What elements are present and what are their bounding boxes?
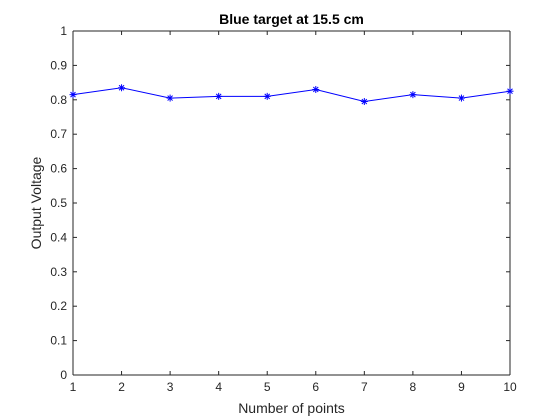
y-tick-label: 0.8 [50,93,67,107]
y-tick-label: 0.9 [50,58,67,72]
x-axis-label: Number of points [238,400,345,416]
marker-stroke [118,84,125,91]
x-tick-label: 1 [70,380,77,394]
x-tick-label: 7 [361,380,368,394]
x-tick-label: 5 [264,380,271,394]
marker-stroke [312,86,319,93]
x-tick-label: 10 [503,380,517,394]
marker-stroke [410,91,416,98]
y-tick-label: 0.1 [50,334,67,348]
data-point-marker [409,91,417,99]
marker-stroke [70,91,76,98]
y-tick-label: 0.6 [50,162,67,176]
y-tick-label: 0 [60,368,67,382]
series-layer [69,84,514,106]
y-tick-label: 0.5 [50,196,67,210]
data-point-marker [360,98,368,106]
y-axis-label: Output Voltage [28,156,44,249]
y-tick-label: 1 [60,24,67,38]
y-tick-label: 0.7 [50,127,67,141]
data-point-marker [263,92,271,100]
marker-stroke [507,88,513,95]
data-point-marker [69,91,77,99]
x-tick-label: 9 [458,380,465,394]
data-point-marker [215,92,223,100]
plot-area [73,31,510,375]
data-point-marker [506,87,514,95]
marker-stroke [167,95,173,101]
chart-title: Blue target at 15.5 cm [219,11,364,27]
x-tick-label: 4 [215,380,222,394]
x-tick-label: 8 [410,380,417,394]
y-tick-label: 0.3 [50,265,67,279]
y-tick-label: 0.4 [50,230,67,244]
marker-stroke [215,93,222,100]
x-tick-label: 6 [312,380,319,394]
x-tick-label: 2 [118,380,125,394]
data-point-marker [312,85,320,93]
y-tick-label: 0.2 [50,299,67,313]
x-axis-ticks: 1 2 3 4 5 6 7 8 9 10 [70,31,517,394]
data-point-marker [457,94,465,102]
marker-stroke [361,98,368,105]
y-axis-ticks: 0 0.1 0.2 0.3 0.4 0.5 0.6 0.7 0.8 0.9 1 [50,24,510,382]
marker-stroke [264,93,271,100]
data-point-marker [118,84,126,92]
marker-stroke [458,95,465,101]
x-tick-label: 3 [167,380,174,394]
series-line [72,87,511,103]
data-point-marker [166,94,174,102]
